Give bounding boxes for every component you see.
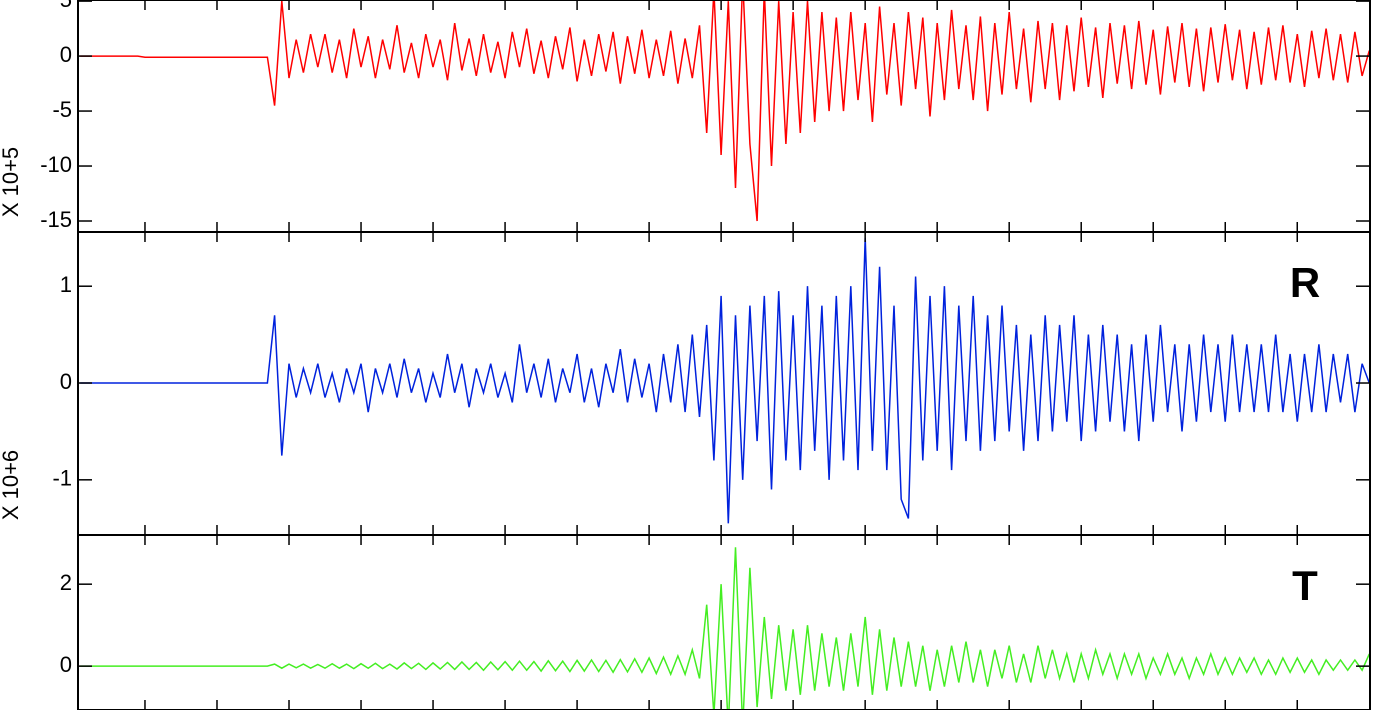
y-tick-label: -15 [40,207,72,232]
y-tick-label: 0 [60,369,72,394]
y-tick-label: -5 [52,97,72,122]
y-tick-label: -1 [52,466,72,491]
y-tick-label: -10 [40,152,72,177]
trace [80,237,1370,524]
trace [80,547,1370,710]
y-tick-label: 2 [60,570,72,595]
panel-frame [77,534,1371,710]
y-tick-label: 5 [60,0,72,12]
y-tick-label: 1 [60,272,72,297]
component-label: R [1290,259,1320,306]
panel-frame [77,0,1371,233]
component-label: T [1292,562,1318,609]
y-axis-label: X 10+6 [0,450,23,520]
y-tick-label: 0 [60,652,72,677]
trace [80,0,1370,222]
y-axis-label: X 10+5 [0,147,23,217]
y-tick-label: 0 [60,42,72,67]
